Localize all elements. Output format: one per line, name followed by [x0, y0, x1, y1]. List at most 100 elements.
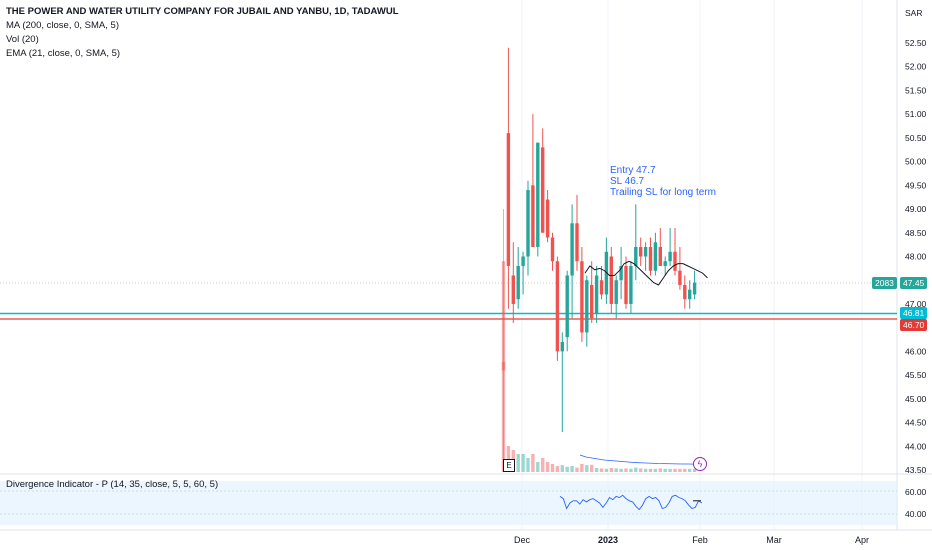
- volume-bar: [550, 464, 555, 472]
- ma-indicator-label[interactable]: MA (200, close, 0, SMA, 5): [6, 20, 119, 31]
- volume-bar: [658, 468, 662, 472]
- candle-body: [634, 247, 638, 266]
- grid: [521, 0, 863, 530]
- last-price-badge: 47.45: [900, 277, 928, 289]
- volume-bar: [629, 468, 633, 472]
- trailing-text: Trailing SL for long term: [610, 187, 716, 198]
- volume-bar: [663, 468, 667, 472]
- volume-bar: [599, 468, 604, 472]
- oscillator-axis: 60.00 40.00: [905, 487, 927, 519]
- candle-body: [580, 261, 584, 333]
- candle-body: [570, 223, 574, 276]
- oscillator-line: [559, 494, 703, 511]
- volume-bar: [634, 467, 638, 472]
- candle-body: [688, 289, 692, 300]
- volume-bar: [521, 454, 525, 472]
- volume-bar: [668, 468, 672, 472]
- oscillator-band: [0, 481, 897, 525]
- volume-bar: [648, 468, 653, 472]
- trade-annotation[interactable]: Entry 47.7 SL 46.7 Trailing SL for long …: [610, 165, 716, 198]
- volume-bar: [580, 464, 584, 472]
- volume-bar: [683, 468, 687, 472]
- candle-body: [575, 223, 579, 262]
- x-tick-label: Apr: [855, 535, 869, 545]
- y-tick-label: 52.50: [905, 38, 927, 48]
- candle-body: [648, 247, 653, 271]
- y-tick-label: 43.50: [905, 465, 927, 475]
- volume-bar: [673, 468, 677, 472]
- candle-body: [506, 133, 511, 266]
- flash-icon[interactable]: ϟ: [693, 457, 707, 471]
- candle-body: [541, 147, 545, 233]
- oscillator-label[interactable]: Divergence Indicator - P (14, 35, close,…: [6, 479, 219, 490]
- y-tick-label: 47.00: [905, 299, 927, 309]
- candle-body: [560, 341, 564, 352]
- y-tick-label: 48.00: [905, 252, 927, 262]
- volume-bar: [604, 468, 609, 472]
- volume-bar: [555, 466, 560, 472]
- candle-body: [629, 265, 633, 304]
- candle-body: [678, 270, 682, 285]
- candle-body: [653, 242, 658, 271]
- volume-bar: [609, 468, 613, 472]
- candle-body: [501, 261, 506, 371]
- earnings-marker[interactable]: E: [503, 459, 515, 472]
- volume-bar: [536, 462, 540, 472]
- x-tick-label: Dec: [514, 535, 531, 545]
- x-tick-label: Feb: [692, 535, 708, 545]
- candle-body: [658, 247, 662, 266]
- y-tick-label: 49.50: [905, 180, 927, 190]
- candle-body: [673, 251, 677, 271]
- candle-body: [683, 284, 687, 300]
- candle-body: [545, 199, 550, 238]
- candle-body: [550, 237, 555, 262]
- y-tick-label: 51.50: [905, 85, 927, 95]
- volume-bar: [624, 468, 628, 472]
- volume-badge: 2083: [872, 277, 897, 289]
- candle-body: [643, 247, 648, 257]
- chart-legend: THE POWER AND WATER UTILITY COMPANY FOR …: [6, 5, 399, 61]
- time-axis: Dec 2023 Feb Mar Apr: [514, 535, 869, 545]
- volume-bar: [594, 468, 599, 472]
- candle-body: [668, 251, 672, 262]
- volume-bar: [590, 464, 594, 472]
- volume-bar: [614, 468, 618, 472]
- entry-text: Entry 47.7: [610, 165, 656, 176]
- ema-line: [584, 260, 708, 286]
- candle-body: [536, 142, 540, 248]
- volume-bar: [570, 466, 574, 472]
- volume-bar: [545, 462, 550, 472]
- candle-body: [585, 280, 589, 333]
- y-tick-label: 52.00: [905, 62, 927, 72]
- candle-body: [692, 282, 697, 295]
- cyan-level-badge: 46.81: [900, 307, 928, 319]
- y-tick-label: 49.00: [905, 204, 927, 214]
- volume-bar: [516, 454, 520, 472]
- volume-bar: [560, 465, 564, 472]
- candles: [501, 47, 697, 470]
- red-level-badge: 46.70: [900, 319, 928, 331]
- candle-body: [599, 280, 604, 295]
- volume-bar: [619, 468, 623, 472]
- y-tick-label: 50.50: [905, 133, 927, 143]
- volume-bar: [678, 468, 682, 472]
- candle-body: [555, 261, 560, 352]
- y-tick-label: 44.00: [905, 441, 927, 451]
- candle-body: [521, 256, 525, 266]
- candle-body: [614, 280, 618, 304]
- volume-indicator-label[interactable]: Vol (20): [6, 34, 39, 45]
- stoploss-text: SL 46.7: [610, 176, 645, 187]
- candle-body: [609, 256, 613, 304]
- candle-body: [531, 185, 535, 248]
- candle-body: [526, 190, 530, 257]
- y-tick-label: 44.50: [905, 418, 927, 428]
- volume-bar: [565, 466, 569, 472]
- volume-bar: [688, 468, 692, 472]
- ema-indicator-label[interactable]: EMA (21, close, 0, SMA, 5): [6, 48, 121, 59]
- volume-bar: [541, 458, 545, 472]
- volume-bar: [531, 454, 535, 472]
- symbol-title: THE POWER AND WATER UTILITY COMPANY FOR …: [6, 6, 399, 17]
- candle-body: [619, 265, 623, 281]
- candle-body: [590, 284, 594, 319]
